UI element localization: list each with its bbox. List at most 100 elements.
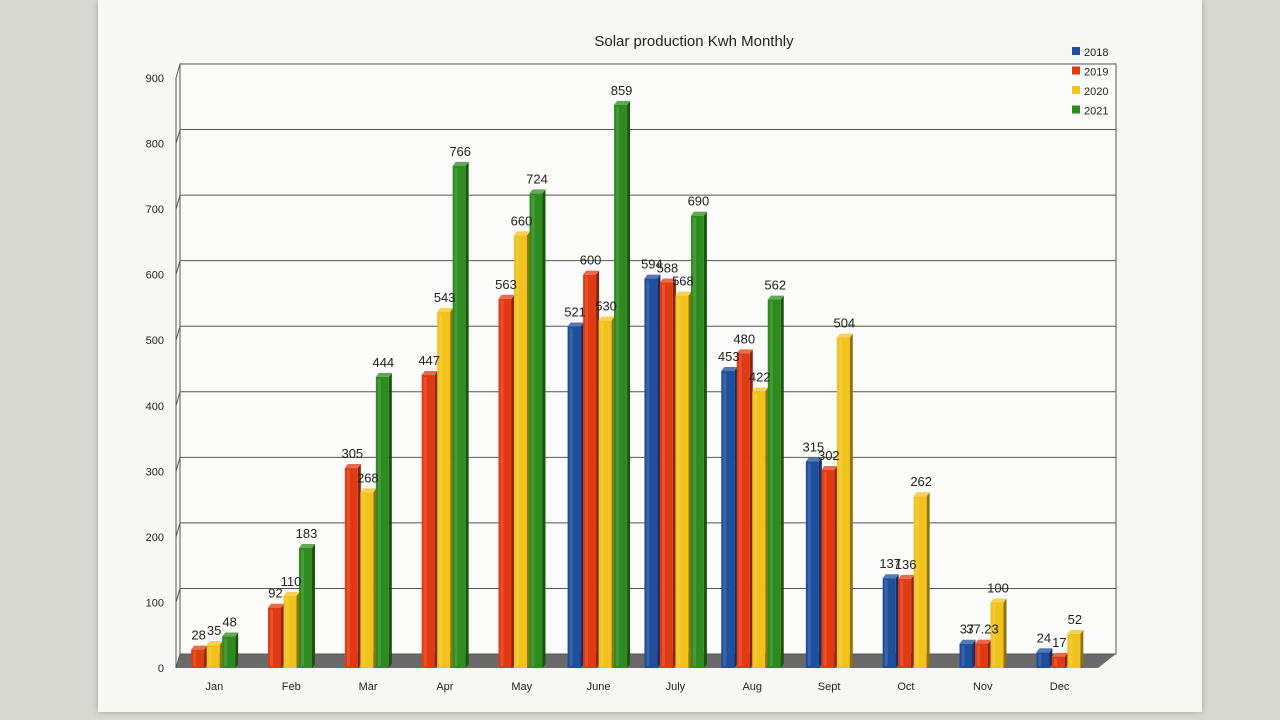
data-label: 859 (611, 83, 633, 98)
data-label: 447 (418, 353, 440, 368)
bar-2019-Jan (191, 645, 208, 668)
data-label: 521 (564, 304, 586, 319)
bar-2020-July (675, 291, 692, 668)
data-label: 315 (802, 440, 824, 455)
bar-2018-Nov (959, 639, 976, 668)
data-label: 92 (268, 586, 282, 601)
legend-label: 2020 (1084, 86, 1108, 98)
bar-2021-Aug (767, 295, 784, 668)
grid-line-depth (175, 326, 181, 341)
data-label: 453 (718, 349, 740, 364)
x-tick-label: Aug (742, 681, 762, 693)
data-label: 110 (281, 574, 302, 589)
data-label: 504 (833, 316, 855, 331)
y-tick-label: 500 (146, 335, 164, 347)
data-label: 600 (580, 253, 602, 268)
chart-paper: 0 100 200 300 400 500 600 700 800 900 28 35 48 Jan 92 1… (98, 0, 1202, 712)
data-label: 530 (595, 299, 617, 314)
data-label: 136 (895, 557, 917, 572)
grid-line-depth (175, 653, 181, 669)
bar-2019-Apr (421, 370, 438, 668)
data-label: 422 (749, 369, 771, 384)
bar-2019-June (583, 270, 600, 668)
x-tick-label: Feb (282, 681, 301, 693)
data-label: 480 (733, 331, 755, 346)
data-label: 690 (688, 194, 710, 209)
grid-line-depth (175, 63, 181, 79)
bar-2021-May (529, 189, 546, 668)
y-tick-label: 300 (146, 466, 164, 478)
grid-line-depth (175, 260, 181, 275)
bar-2019-Aug (736, 349, 753, 668)
bar-2019-Nov (975, 639, 991, 668)
chart-legend: 2018 2019 2020 2021 (1072, 47, 1108, 118)
bar-2019-Dec (1051, 652, 1068, 668)
legend-label: 2018 (1084, 47, 1108, 59)
bar-2020-Jan (206, 641, 223, 668)
x-tick-label: Nov (973, 681, 993, 693)
bar-2019-July (659, 278, 676, 668)
bar-2020-Apr (437, 308, 454, 668)
grid-line-depth (175, 194, 181, 210)
y-tick-label: 100 (146, 597, 164, 609)
grid-line-depth (175, 457, 181, 472)
data-label: 766 (449, 144, 471, 159)
data-label: 543 (434, 290, 456, 305)
data-label: 52 (1068, 612, 1082, 627)
data-label: 37 (960, 622, 974, 637)
data-label: 444 (372, 355, 394, 370)
y-tick-label: 400 (146, 401, 164, 413)
bar-2019-Mar (344, 464, 361, 668)
bar-2021-Apr (452, 161, 469, 668)
x-tick-label: Jan (206, 681, 224, 693)
grid-line-depth (175, 391, 181, 406)
grid-line-depth (175, 522, 181, 538)
bar-2020-Sept (836, 333, 853, 668)
data-label: 35 (207, 623, 221, 638)
legend-label: 2019 (1084, 67, 1108, 79)
legend-swatch (1072, 86, 1080, 94)
x-tick-label: June (587, 681, 611, 693)
y-tick-label: 200 (146, 532, 164, 544)
bar-2018-June (567, 322, 584, 668)
bar-2021-Mar (375, 372, 392, 668)
bar-2018-Sept (805, 457, 822, 668)
chart-title: Solar production Kwh Monthly (594, 33, 794, 50)
data-label: 262 (910, 474, 932, 489)
data-label: 28 (191, 628, 205, 643)
data-label: 568 (672, 274, 694, 289)
x-tick-label: Oct (897, 681, 914, 693)
data-label: 37.23 (966, 622, 999, 637)
legend-swatch (1072, 66, 1080, 75)
x-tick-label: Dec (1050, 681, 1070, 693)
grid-line-depth (175, 129, 181, 144)
data-label: 24 (1037, 630, 1051, 645)
data-label: 302 (818, 448, 840, 463)
bar-2020-Nov (990, 598, 1007, 668)
bar-2020-Mar (360, 488, 377, 668)
data-label: 562 (764, 278, 786, 293)
bar-2018-July (644, 274, 661, 668)
y-tick-label: 900 (146, 73, 164, 85)
y-tick-label: 0 (158, 663, 164, 675)
legend-swatch (1072, 47, 1080, 55)
bar-2021-July (690, 211, 707, 668)
data-label: 137 (879, 556, 901, 571)
data-label: 724 (526, 171, 548, 186)
data-label: 48 (222, 615, 236, 630)
data-label: 594 (641, 257, 663, 272)
y-tick-label: 600 (146, 270, 164, 282)
x-tick-label: May (511, 681, 532, 693)
data-label: 183 (296, 526, 318, 541)
x-tick-label: Sept (818, 681, 841, 693)
legend-label: 2021 (1084, 106, 1108, 118)
x-tick-label: Apr (436, 681, 453, 693)
data-label: 660 (511, 213, 533, 228)
grid-line-depth (175, 588, 181, 603)
bar-2020-Dec (1067, 629, 1084, 668)
legend-swatch (1072, 105, 1080, 114)
data-label: 305 (341, 446, 363, 461)
bar-2019-Oct (898, 574, 915, 668)
bar-2018-Oct (882, 574, 899, 668)
